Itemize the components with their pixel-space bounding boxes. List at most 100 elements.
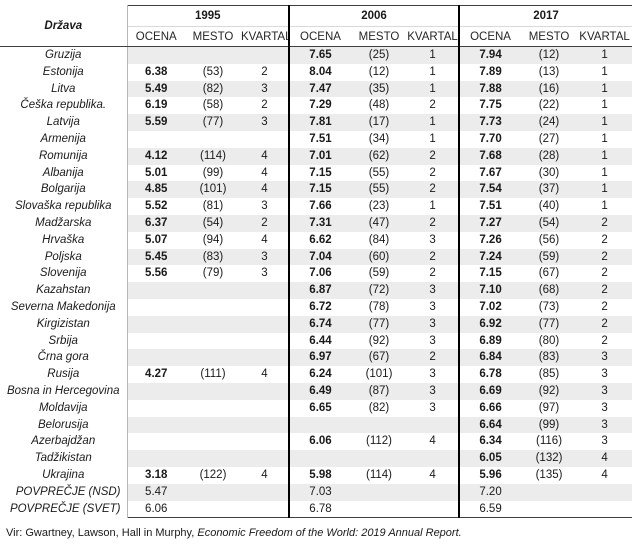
kvartal-cell: 2 — [407, 181, 460, 199]
mesto-cell: (111) — [200, 368, 226, 381]
subcolumn-header-row: OCENA MESTO KVARTAL OCENA MESTO KVARTAL … — [0, 26, 633, 47]
mesto-cell: (22) — [538, 99, 560, 112]
country-name-cell: Slovenija — [0, 265, 128, 283]
ocena-cell — [288, 450, 351, 467]
kvartal-cell: 3 — [577, 382, 633, 400]
mesto-cell: (48) — [368, 99, 390, 112]
table-row: Severna Makedonija 6.72 (78) 3 7.02 (73) 2 — [0, 298, 632, 316]
kvartal-cell: 2 — [261, 65, 268, 78]
kvartal-cell — [241, 400, 289, 417]
kvartal-cell: 2 — [429, 166, 436, 179]
mesto-cell: (23) — [368, 200, 390, 213]
mesto-cell: (112) — [366, 435, 392, 448]
kvartal-cell: 4 — [241, 147, 289, 165]
ocena-cell: 6.62 — [288, 231, 351, 249]
mesto-cell: (12) — [368, 65, 390, 78]
mesto-cell: (54) — [521, 214, 578, 232]
mesto-cell: (12) — [521, 46, 578, 64]
country-name-cell: Poljska — [0, 248, 128, 266]
kvartal-cell: 2 — [601, 233, 608, 246]
mesto-cell — [185, 315, 241, 333]
ocena-cell — [127, 299, 185, 316]
kvartal-cell: 1 — [407, 80, 460, 98]
kvartal-cell: 2 — [601, 267, 608, 280]
ocena-cell — [127, 400, 185, 417]
mesto-cell — [351, 416, 407, 434]
ocena-cell: 7.54 — [458, 181, 522, 199]
mesto-cell — [185, 299, 241, 316]
kvartal-cell — [407, 450, 460, 467]
ocena-cell: 7.26 — [458, 231, 522, 249]
kvartal-cell: 1 — [429, 200, 436, 213]
kvartal-cell: 4 — [261, 233, 268, 246]
mesto-cell: (132) — [521, 450, 578, 467]
mesto-cell: (37) — [521, 181, 578, 199]
ocena-cell: 5.98 — [288, 466, 351, 484]
col-header-kvartal-1995: KVARTAL — [241, 26, 289, 47]
table-row: Gruzija 7.65 (25) 1 7.94 (12) 1 — [0, 46, 633, 64]
ocena-cell: 5.47 — [127, 483, 185, 501]
country-name-cell: Hrvaška — [0, 231, 128, 249]
kvartal-cell — [241, 483, 289, 501]
mesto-cell: (77) — [185, 114, 241, 131]
country-name-cell: Slovaška republika — [0, 198, 128, 215]
mesto-cell: (55) — [351, 181, 407, 199]
ocena-cell: 7.31 — [288, 214, 351, 232]
table-row: Češka republika. 6.19 (58) 2 7.29 (48) 2 7.75 (2… — [0, 97, 632, 115]
kvartal-cell — [241, 46, 289, 64]
mesto-cell: (40) — [538, 200, 560, 213]
country-name-cell: Srbija — [0, 332, 128, 350]
table-row: Madžarska 6.37 (54) 2 7.31 (47) 2 7.27 (54) 2 — [0, 214, 633, 232]
country-name-cell: Ukrajina — [0, 466, 128, 484]
ocena-cell: 7.81 — [288, 114, 351, 131]
kvartal-cell: 1 — [577, 181, 633, 199]
mesto-cell: (101) — [185, 181, 241, 199]
country-name-cell: Azerbajdžan — [0, 433, 128, 451]
table-row: Ukrajina 3.18 (122) 4 5.98 (114) 4 5.96 (135) 4 — [0, 466, 632, 484]
kvartal-cell: 3 — [407, 282, 460, 299]
ocena-cell — [127, 315, 185, 333]
ocena-cell: 7.88 — [458, 80, 522, 98]
ocena-cell — [127, 46, 185, 64]
table-header: Država 1995 2006 2017 OCENA MESTO KVARTA… — [0, 5, 633, 47]
kvartal-cell: 3 — [429, 233, 436, 246]
table-row: Kirgizistan 6.74 (77) 3 6.92 (77) 2 — [0, 315, 633, 333]
mesto-cell: (99) — [521, 416, 578, 434]
year-header-2017: 2017 — [458, 5, 633, 27]
kvartal-cell: 2 — [601, 334, 608, 347]
table-row: Slovaška republika 5.52 (81) 3 7.66 (23) 1 7.51… — [0, 198, 632, 215]
col-header-kvartal-2006: KVARTAL — [407, 26, 460, 47]
country-name-cell: Romunija — [0, 147, 128, 165]
kvartal-cell: 3 — [601, 435, 608, 448]
ocena-cell: 6.72 — [288, 298, 351, 316]
year-header-1995: 1995 — [127, 5, 289, 27]
kvartal-cell: 2 — [601, 300, 608, 313]
ocena-cell: 7.03 — [288, 483, 351, 501]
ocena-cell: 6.37 — [127, 214, 185, 232]
kvartal-cell: 3 — [429, 401, 436, 414]
country-name-cell: Tadžikistan — [0, 450, 128, 467]
ocena-cell: 6.74 — [288, 315, 351, 333]
kvartal-cell: 2 — [407, 147, 460, 165]
col-header-mesto-2017: MESTO — [521, 26, 578, 47]
ocena-cell: 6.34 — [458, 433, 522, 451]
country-name-cell: Latvija — [0, 114, 128, 131]
kvartal-cell — [241, 315, 289, 333]
table-row: Romunija 4.12 (114) 4 7.01 (62) 2 7.68 (28) 1 — [0, 147, 633, 165]
mesto-cell — [351, 500, 407, 519]
mesto-cell: (54) — [185, 214, 241, 232]
country-column-header: Država — [0, 5, 128, 47]
kvartal-cell: 2 — [407, 248, 460, 266]
mesto-cell: (122) — [199, 468, 227, 481]
kvartal-cell: 2 — [577, 282, 633, 299]
source-citation: Vir: Gwartney, Lawson, Hall in Murphy, E… — [6, 527, 635, 539]
ocena-cell: 7.24 — [458, 248, 522, 266]
mesto-cell: (82) — [185, 80, 241, 98]
table-row: Črna gora 6.97 (67) 2 6.84 (83) 3 — [0, 349, 633, 367]
ocena-cell: 5.07 — [145, 233, 168, 246]
kvartal-cell: 3 — [241, 248, 289, 266]
ocena-cell: 4.85 — [127, 181, 185, 199]
ocena-cell — [127, 131, 185, 148]
country-name-cell: Črna gora — [0, 349, 128, 367]
kvartal-cell: 1 — [577, 46, 633, 64]
